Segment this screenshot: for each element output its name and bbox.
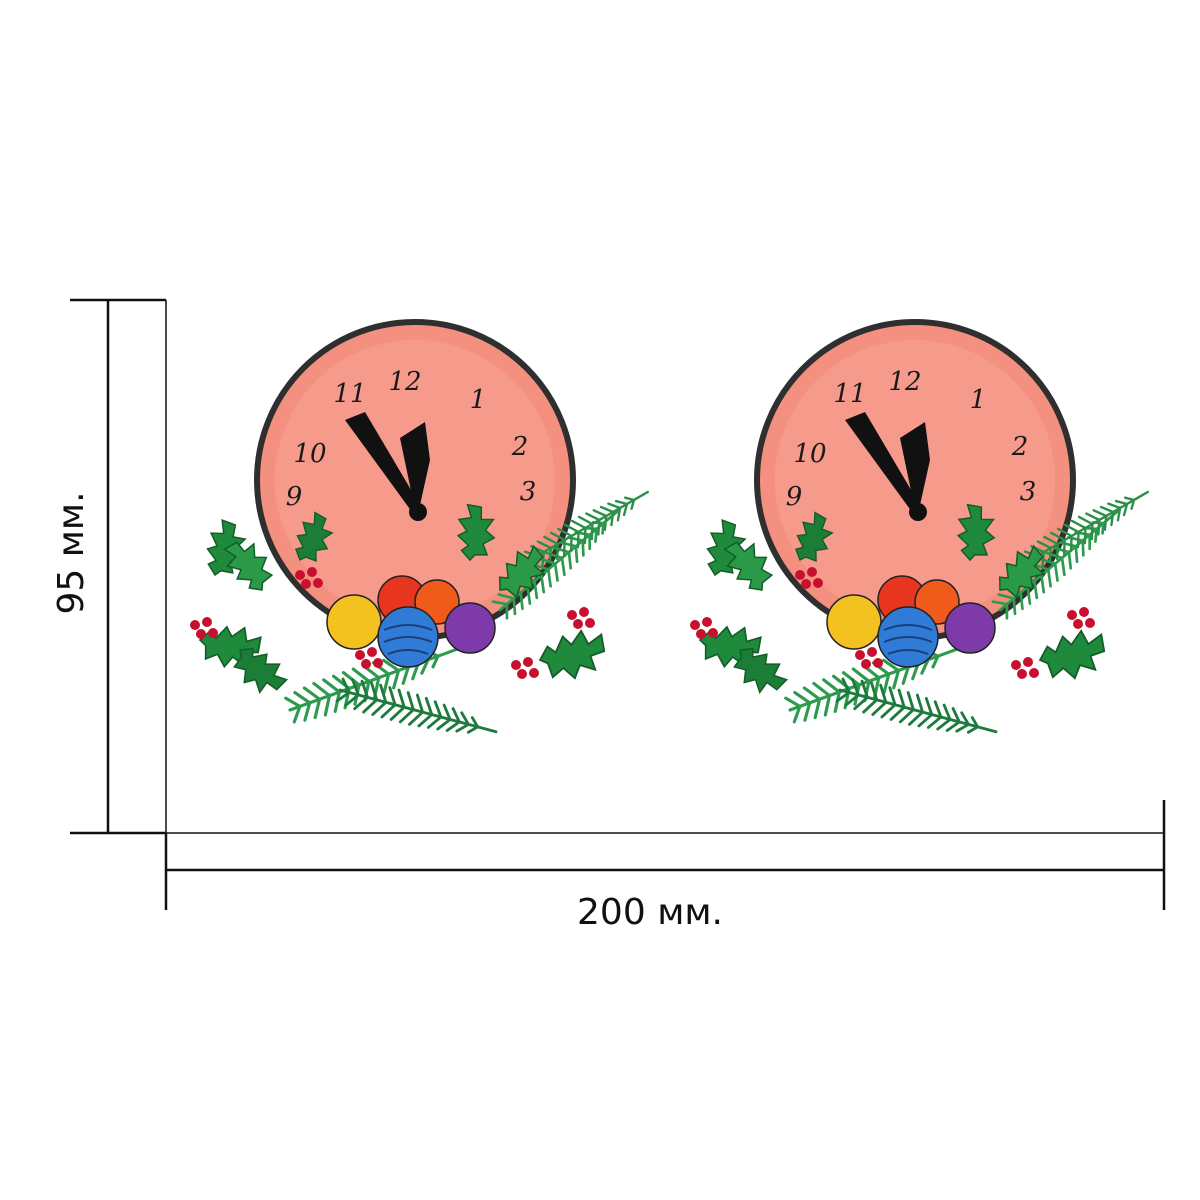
clock-numeral: 9 xyxy=(286,482,303,512)
berry-cluster xyxy=(511,657,539,679)
height-label: 95 мм. xyxy=(51,491,92,614)
berry-cluster xyxy=(1011,657,1039,679)
clock-numeral: 10 xyxy=(793,439,826,469)
width-label: 200 мм. xyxy=(577,892,723,933)
height-dimension xyxy=(70,298,167,835)
clock-center-pin xyxy=(409,503,427,521)
pine-branch xyxy=(334,673,502,748)
holly-leaf xyxy=(535,626,609,685)
clock-numeral: 11 xyxy=(833,379,866,409)
clock-numeral: 1 xyxy=(970,385,987,415)
clock-numeral: 12 xyxy=(388,367,421,397)
clock-numeral: 10 xyxy=(293,439,326,469)
hour-hand xyxy=(400,422,430,505)
ornament-blue-pattern xyxy=(883,624,933,655)
minute-hand xyxy=(845,412,920,512)
clock-numeral: 11 xyxy=(333,379,366,409)
berry-cluster xyxy=(690,617,718,639)
hour-hand xyxy=(900,422,930,505)
berry-cluster xyxy=(567,607,595,629)
ornament-purple xyxy=(444,602,496,654)
clock-numeral: 2 xyxy=(511,432,529,462)
pine-branch xyxy=(834,673,1002,748)
ornament-yellow xyxy=(326,594,382,650)
clock-numeral: 2 xyxy=(1011,432,1029,462)
clock-numeral: 3 xyxy=(1020,477,1037,507)
ornament-yellow xyxy=(826,594,882,650)
berry-cluster xyxy=(855,647,883,669)
clock-numeral: 1 xyxy=(470,385,487,415)
ornament-icon xyxy=(826,575,996,668)
width-dimension xyxy=(164,800,1166,910)
berry-cluster xyxy=(355,647,383,669)
ornament-icon xyxy=(326,575,496,668)
berry-cluster xyxy=(1067,607,1095,629)
clock-numeral: 3 xyxy=(520,477,537,507)
clock-center-pin xyxy=(909,503,927,521)
ornament-blue-pattern xyxy=(383,624,433,655)
clock-numeral: 9 xyxy=(786,482,803,512)
berry-cluster xyxy=(190,617,218,639)
minute-hand xyxy=(345,412,420,512)
ornament-purple xyxy=(944,602,996,654)
holly-leaf xyxy=(1035,626,1109,685)
clock-numeral: 12 xyxy=(888,367,921,397)
